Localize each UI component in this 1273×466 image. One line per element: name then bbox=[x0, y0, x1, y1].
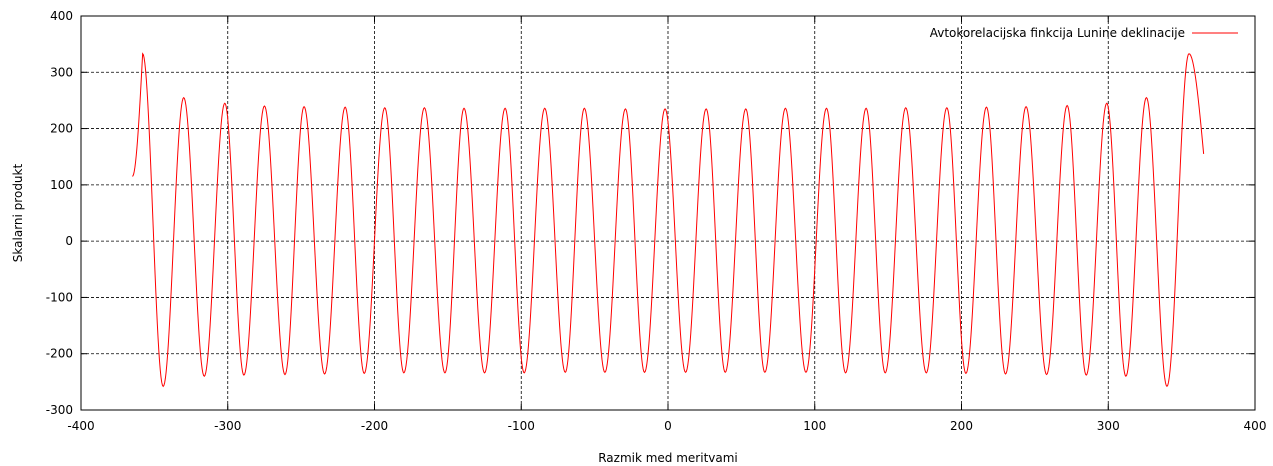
y-tick-label: -300 bbox=[46, 403, 73, 417]
x-tick-label: -400 bbox=[67, 419, 94, 433]
y-tick-label: 400 bbox=[50, 9, 73, 23]
x-tick-label: 300 bbox=[1097, 419, 1120, 433]
y-tick-labels: -300 -200 -100 0 100 200 300 400 bbox=[46, 9, 73, 417]
x-tick-label: -100 bbox=[508, 419, 535, 433]
y-tick-label: -100 bbox=[46, 290, 73, 304]
x-tick-label: -200 bbox=[361, 419, 388, 433]
y-tick-label: 200 bbox=[50, 122, 73, 136]
x-tick-label: 100 bbox=[803, 419, 826, 433]
tick-marks bbox=[80, 15, 1256, 411]
x-tick-label: 400 bbox=[1244, 419, 1267, 433]
y-tick-label: -200 bbox=[46, 347, 73, 361]
legend: Avtokorelacijska finkcija Lunine deklina… bbox=[930, 26, 1238, 40]
x-tick-label: -300 bbox=[214, 419, 241, 433]
y-tick-label: 0 bbox=[65, 234, 73, 248]
legend-label: Avtokorelacijska finkcija Lunine deklina… bbox=[930, 26, 1185, 40]
series-line-autocorrelation bbox=[132, 52, 1205, 388]
y-tick-label: 300 bbox=[50, 65, 73, 79]
y-tick-label: 100 bbox=[50, 178, 73, 192]
x-axis-title: Razmik med meritvami bbox=[598, 451, 738, 465]
grid-lines bbox=[81, 16, 1255, 410]
y-axis-title: Skalarni produkt bbox=[11, 164, 25, 263]
x-tick-label: 0 bbox=[664, 419, 672, 433]
x-tick-label: 200 bbox=[950, 419, 973, 433]
x-tick-labels: -400 -300 -200 -100 0 100 200 300 400 bbox=[67, 419, 1266, 433]
series-layer bbox=[132, 52, 1205, 388]
